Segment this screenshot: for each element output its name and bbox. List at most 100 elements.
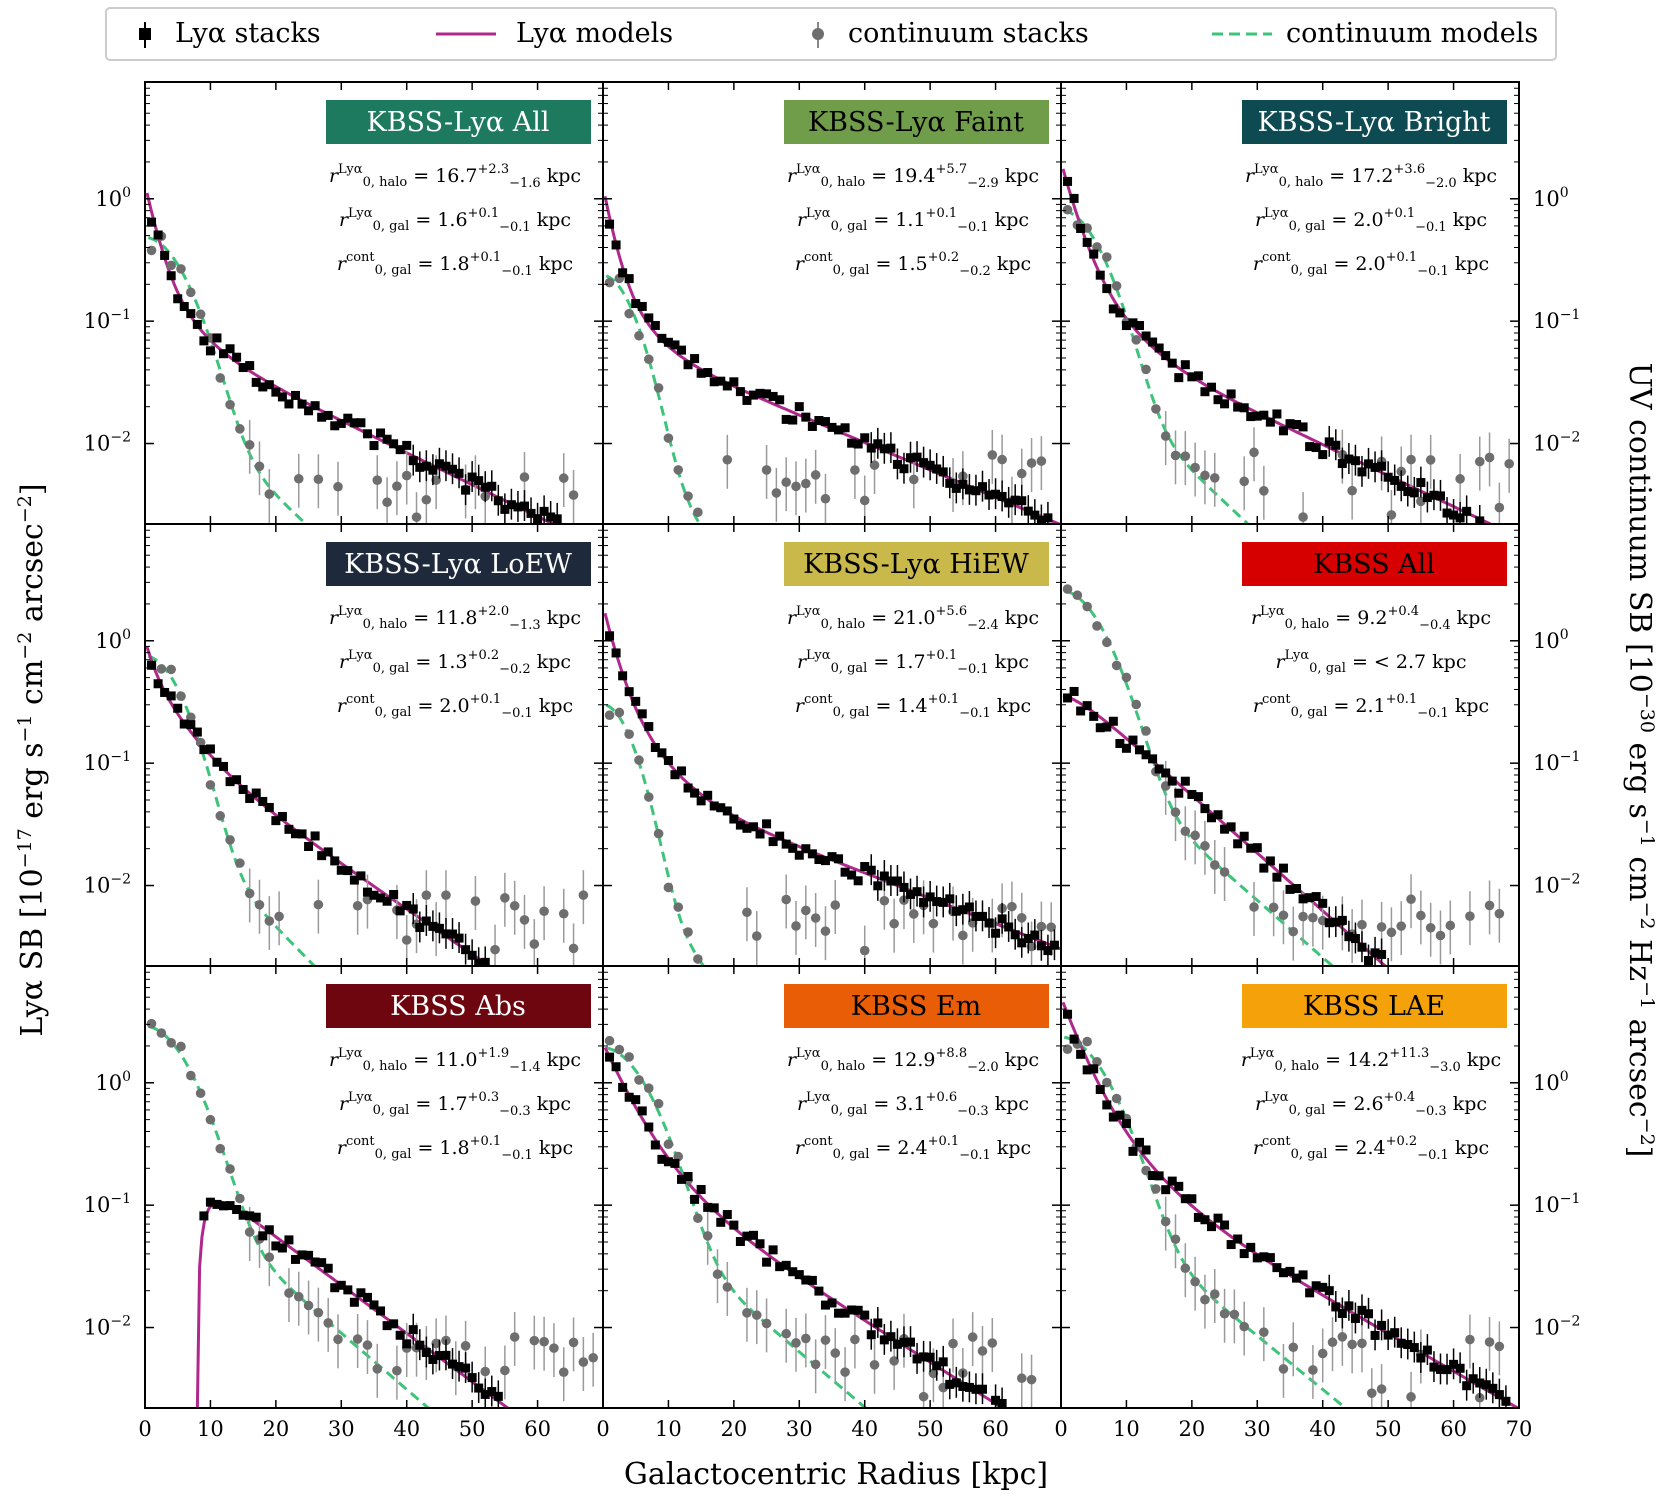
lya-stack-point [709, 801, 719, 811]
lya-stack-point [1082, 1065, 1092, 1075]
lya-stack-point [820, 1300, 830, 1310]
lya-stack-point [925, 892, 935, 902]
continuum-stack-point [588, 1352, 598, 1363]
continuum-stack-point [470, 896, 481, 906]
continuum-stack-point [624, 1052, 634, 1062]
lya-stack-point [1416, 478, 1426, 488]
continuum-stack-point [644, 1083, 654, 1093]
continuum-stack-point [1396, 921, 1407, 931]
lya-stack-point [290, 390, 300, 400]
x-tick-label: 10 [1113, 1417, 1140, 1441]
panel-annotation: rcont0, gal = 1.8+0.1−0.1 kpc [337, 250, 573, 279]
lya-stack-point [461, 945, 471, 955]
panel-annotation: rcont0, gal = 2.4+0.1−0.1 kpc [795, 1134, 1031, 1163]
lya-stack-point [945, 1379, 955, 1389]
continuum-stack-point [1209, 1289, 1220, 1299]
continuum-stack-point [293, 473, 304, 484]
continuum-stack-point [712, 1269, 723, 1280]
lya-stack-point [369, 441, 379, 451]
panel-annotation: rLyα0, gal = 2.0+0.1−0.1 kpc [1255, 206, 1487, 235]
lya-stack-point [186, 720, 196, 730]
lya-stack-point [1403, 1339, 1413, 1349]
lya-stack-point [343, 413, 353, 423]
continuum-stack-point [1102, 252, 1112, 262]
continuum-stack-point [771, 488, 782, 498]
continuum-stack-point [801, 905, 811, 916]
continuum-stack-point [156, 1028, 167, 1038]
continuum-stack-point [1229, 1309, 1240, 1320]
lya-stack-point [775, 395, 785, 405]
continuum-stack-point [742, 1308, 752, 1318]
lya-stack-point [1494, 1390, 1504, 1400]
lya-stack-point [1023, 933, 1033, 943]
continuum-stack-point [702, 1231, 713, 1241]
continuum-stack-point [244, 888, 255, 899]
lya-stack-point [1416, 1353, 1426, 1363]
panel-annotation: rLyα0, gal = 1.3+0.2−0.2 kpc [339, 648, 571, 677]
lya-stack-point [408, 1325, 418, 1335]
lya-stack-point [729, 814, 739, 824]
lya-stack-point [1069, 686, 1079, 696]
lya-stack-point [205, 346, 215, 356]
y-tick-label-right: 10−2 [1533, 430, 1580, 456]
continuum-stack-point [1016, 1373, 1027, 1384]
continuum-model-line [1063, 1035, 1348, 1408]
lya-stack-point [991, 489, 1001, 499]
continuum-stack-point [1190, 830, 1200, 841]
x-tick-label: 60 [982, 1417, 1009, 1441]
lya-stack-point [166, 691, 176, 701]
lya-stack-point [1049, 940, 1059, 950]
lya-stack-point [1161, 1185, 1171, 1195]
lya-stack-point [755, 829, 765, 839]
continuum-stack-point [1036, 456, 1047, 466]
lya-stack-point [251, 1212, 261, 1222]
lya-stack-point [834, 425, 844, 435]
lya-stack-point [1167, 358, 1177, 368]
lya-stack-point [1010, 495, 1020, 505]
continuum-stack-point [1288, 1342, 1299, 1353]
lya-stack-point [977, 482, 987, 492]
continuum-stack-point [519, 472, 530, 482]
lya-stack-point [1108, 304, 1118, 314]
continuum-stack-point [500, 893, 510, 903]
lya-stack-point [801, 412, 811, 422]
lya-stack-point [1370, 462, 1380, 472]
continuum-stack-point [500, 1365, 510, 1376]
lya-stack-point [349, 418, 359, 428]
lya-stack-point [480, 482, 490, 492]
lya-stack-point [1154, 343, 1164, 353]
x-tick-label: 20 [262, 1417, 289, 1441]
lya-stack-point [173, 294, 183, 304]
lya-stack-point [258, 382, 268, 392]
lya-stack-point [304, 1250, 314, 1260]
panel-frame [144, 81, 604, 525]
lya-stack-point [1409, 488, 1419, 498]
lya-stack-point [663, 755, 673, 765]
y-axis-title-right: UV continuum SB [10−30 erg s−1 cm−2 Hz−1… [1622, 363, 1658, 1158]
lya-stack-point [716, 376, 726, 386]
continuum-stack-point [1209, 473, 1220, 483]
lya-stack-point [232, 1204, 242, 1214]
lya-stack-point [1442, 508, 1452, 518]
continuum-stack-point [830, 900, 841, 910]
continuum-stack-point [1111, 281, 1122, 291]
lya-stack-point [1226, 1240, 1236, 1250]
lya-stack-point [428, 921, 438, 931]
lya-stack-point [814, 415, 824, 425]
lya-stack-point [729, 377, 739, 387]
lya-stack-point [1337, 915, 1347, 925]
continuum-stack-point [480, 1366, 491, 1377]
lya-stack-point [840, 1308, 850, 1318]
lya-stack-point [657, 333, 667, 343]
lya-stack-point [892, 1339, 902, 1349]
lya-stack-point [1455, 513, 1465, 523]
continuum-stack-point [908, 474, 919, 485]
x-tick-label: 20 [1178, 1417, 1205, 1441]
continuum-stack-point [1386, 510, 1397, 520]
lya-stack-point [624, 1092, 634, 1102]
continuum-stack-point [1121, 672, 1132, 683]
continuum-stack-point [352, 1334, 363, 1344]
lya-stack-point [611, 240, 621, 250]
lya-stack-point [284, 399, 294, 409]
lya-stack-point [382, 434, 392, 444]
